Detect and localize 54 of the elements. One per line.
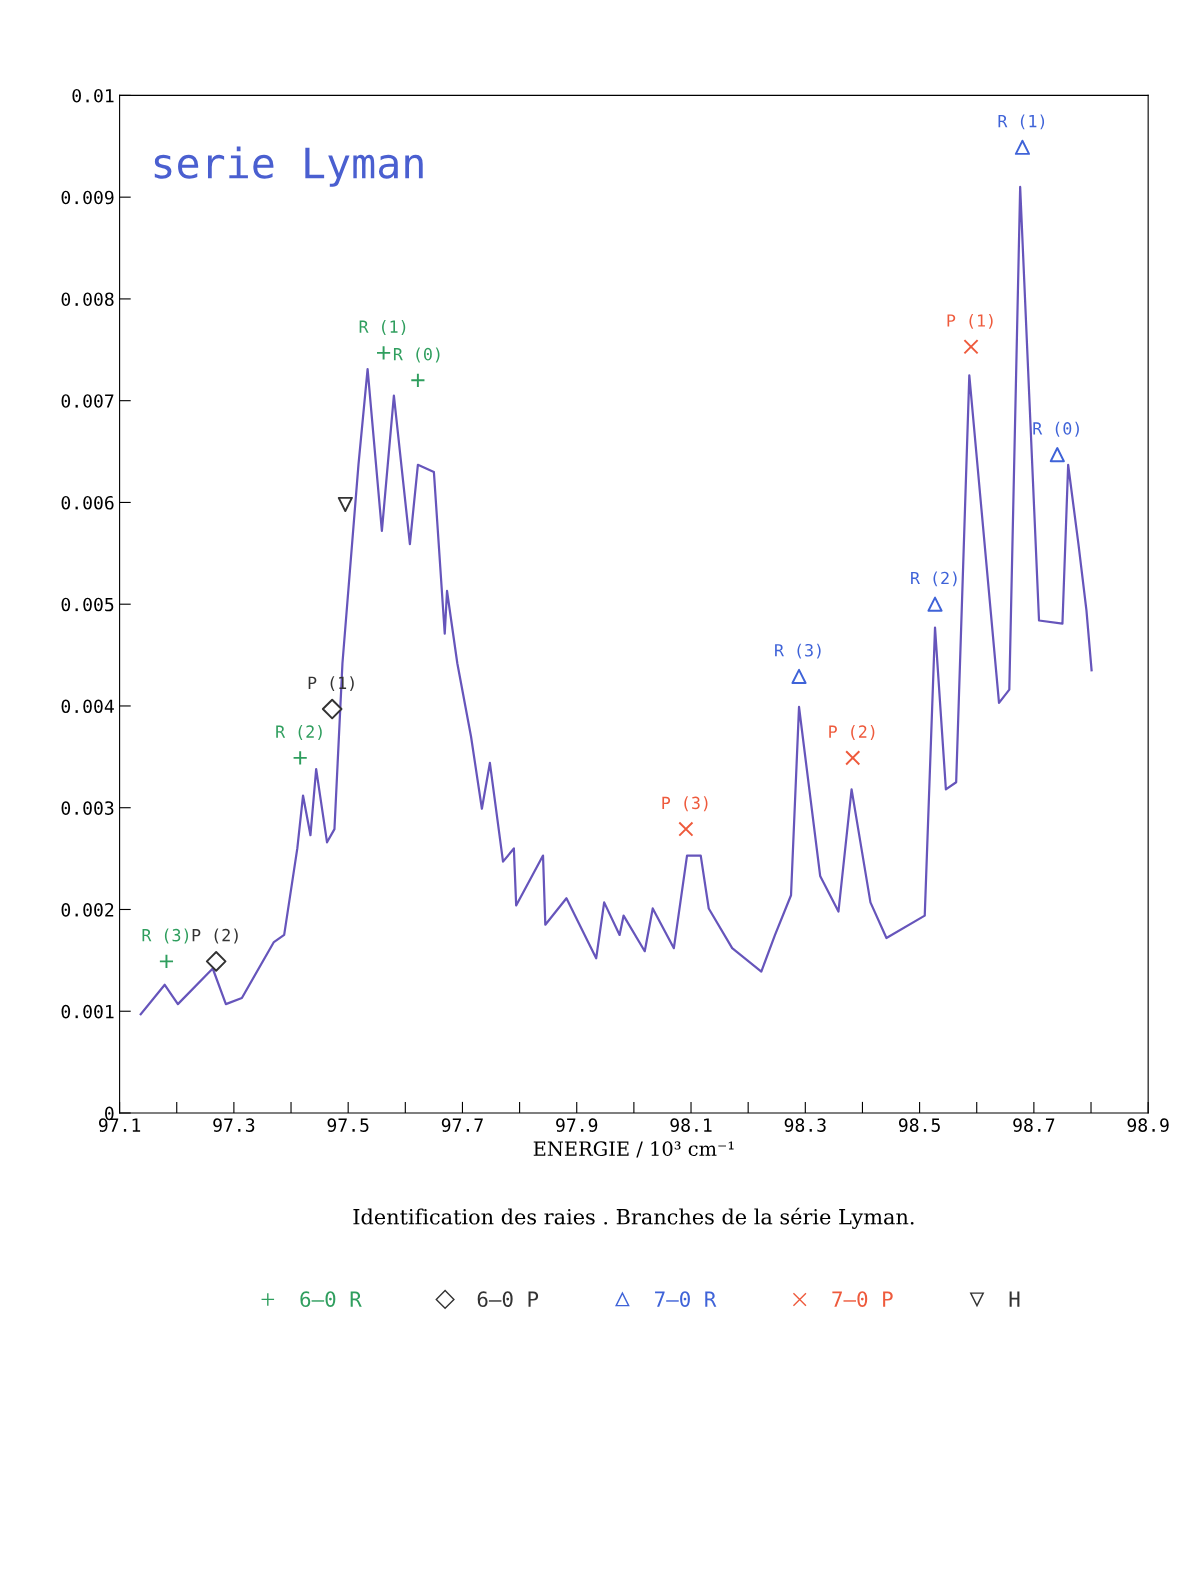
legend-label: 6–0 R bbox=[300, 1291, 362, 1307]
legend-label: 7–0 P bbox=[832, 1291, 893, 1307]
legend-label: 7–0 R bbox=[655, 1291, 717, 1307]
y-tick-label: 0.009 bbox=[61, 190, 114, 205]
annotation: R (0) bbox=[1033, 421, 1079, 437]
point bbox=[292, 750, 308, 766]
x-tick-label: 98.7 bbox=[1013, 1118, 1055, 1132]
annotation: R (0) bbox=[393, 347, 440, 363]
line-series bbox=[139, 185, 1093, 1016]
point bbox=[845, 750, 861, 766]
y-tick-label: 0.01 bbox=[72, 88, 114, 103]
annotation: R (3) bbox=[775, 643, 821, 659]
x-tick-label: 97.7 bbox=[441, 1118, 483, 1132]
y-tick-label: 0.007 bbox=[61, 394, 114, 408]
point bbox=[1049, 447, 1065, 463]
y-tick-label: 0.008 bbox=[61, 292, 114, 307]
y-tick-label: 0.001 bbox=[61, 1004, 114, 1019]
annotation: R (2) bbox=[911, 571, 957, 587]
point bbox=[1014, 139, 1031, 155]
point bbox=[376, 345, 392, 361]
y-tick-label: 0.005 bbox=[61, 597, 114, 612]
x-tick-label: 97.9 bbox=[556, 1118, 598, 1132]
point bbox=[963, 339, 979, 355]
x-tick-label: 98.3 bbox=[784, 1118, 826, 1132]
point bbox=[158, 953, 175, 969]
point bbox=[678, 821, 694, 837]
legend-label: 6–0 P bbox=[477, 1291, 539, 1307]
annotation: R (2) bbox=[276, 725, 322, 740]
y-tick-label: 0.004 bbox=[61, 699, 114, 714]
annotation: R (1) bbox=[998, 114, 1045, 130]
text: Identification des raies . Branches de la série Lyman. bbox=[353, 1207, 914, 1229]
text: serie Lyman bbox=[154, 146, 423, 187]
legend-label: H bbox=[1009, 1291, 1020, 1307]
y-tick-label: 0.002 bbox=[61, 902, 114, 917]
x-tick-label: 97.3 bbox=[213, 1118, 255, 1132]
point bbox=[321, 698, 343, 720]
y-tick-label: 0.006 bbox=[61, 495, 114, 510]
annotation: P (2) bbox=[192, 928, 238, 944]
x-tick-label: 98.1 bbox=[670, 1118, 712, 1132]
annotation: R (1) bbox=[359, 320, 406, 335]
x-axis-title: ENERGIE / 10³ cm⁻¹ bbox=[533, 1141, 734, 1158]
annotation: R (3) bbox=[142, 928, 189, 944]
y-tick-label: 0.003 bbox=[61, 801, 114, 815]
x-tick-label: 98.5 bbox=[898, 1118, 940, 1132]
point bbox=[791, 668, 807, 685]
annotation: P (3) bbox=[662, 796, 708, 812]
annotation: P (2) bbox=[829, 725, 875, 740]
point bbox=[205, 951, 227, 972]
point bbox=[337, 496, 353, 513]
point bbox=[927, 596, 943, 612]
x-tick-label: 97.5 bbox=[327, 1118, 369, 1132]
point bbox=[410, 372, 426, 388]
x-tick-label: 98.9 bbox=[1127, 1118, 1169, 1132]
annotation: P (1) bbox=[947, 313, 993, 329]
